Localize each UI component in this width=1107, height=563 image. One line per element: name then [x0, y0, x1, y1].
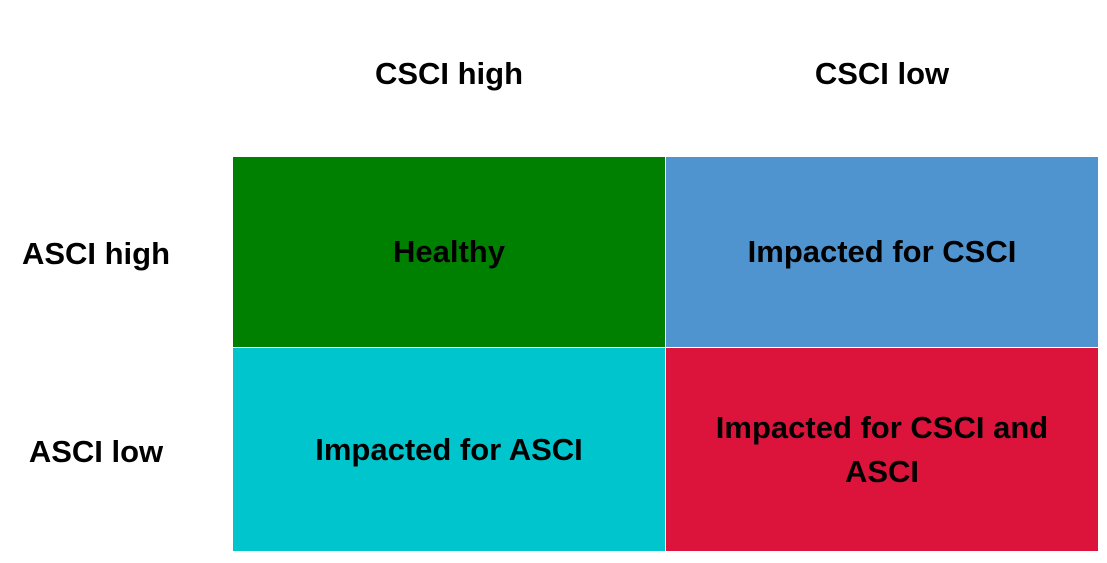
quadrant-matrix: Healthy Impacted for CSCI Impacted for A… [233, 157, 1098, 553]
quadrant-impacted-asci: Impacted for ASCI [233, 348, 665, 551]
row-header-asci-high: ASCI high [21, 236, 171, 271]
quadrant-healthy: Healthy [233, 157, 665, 347]
quadrant-impacted-csci-and-asci: Impacted for CSCI and ASCI [666, 348, 1098, 551]
quadrant-impacted-csci: Impacted for CSCI [666, 157, 1098, 347]
row-header-asci-low: ASCI low [28, 434, 164, 469]
column-header-csci-high: CSCI high [374, 56, 524, 91]
column-header-csci-low: CSCI low [814, 56, 950, 91]
